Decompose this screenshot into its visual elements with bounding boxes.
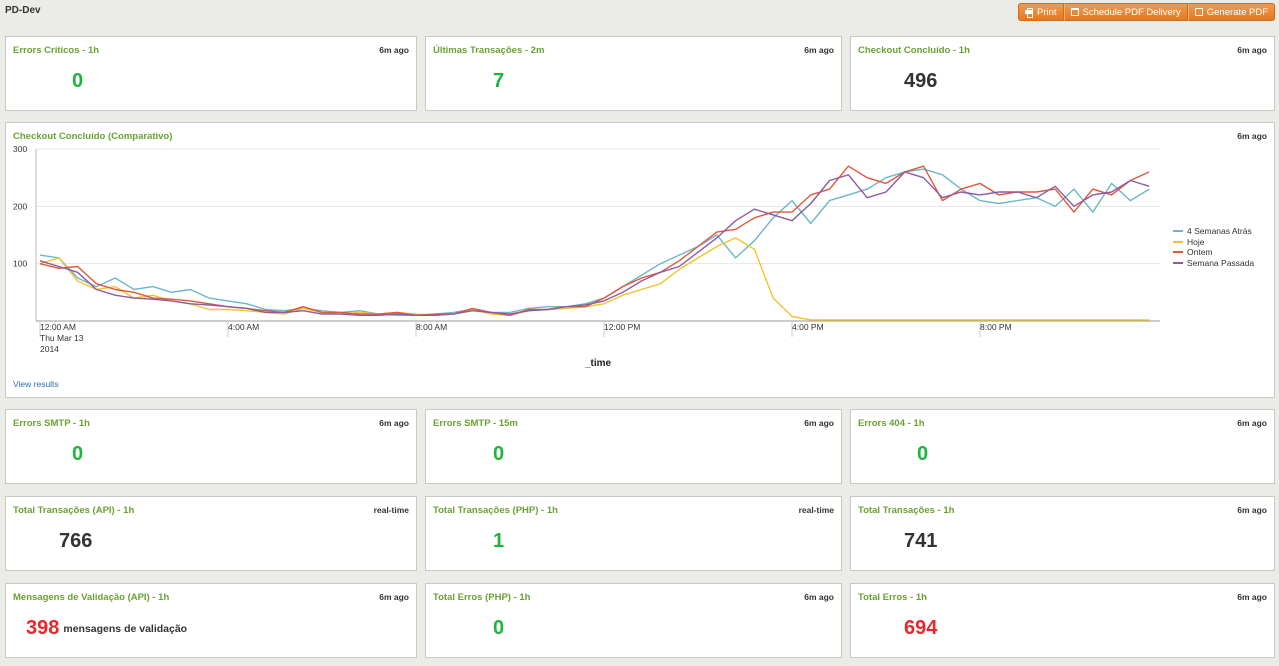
y-tick-label: 200 bbox=[13, 201, 27, 211]
panel-total-erros: Total Erros - 1h 6m ago 694 bbox=[850, 583, 1275, 658]
y-tick-label: 100 bbox=[13, 259, 27, 269]
panel-title[interactable]: Total Transações (PHP) - 1h bbox=[433, 505, 558, 516]
single-value[interactable]: 0 bbox=[493, 443, 505, 465]
chart-legend: 4 Semanas Atrás Hoje Ontem Semana Passada bbox=[1173, 226, 1254, 268]
single-value[interactable]: 0 bbox=[72, 443, 84, 465]
panel-time: 6m ago bbox=[379, 418, 409, 428]
single-value[interactable]: 0 bbox=[72, 70, 84, 92]
panel-total-transacoes: Total Transações - 1h 6m ago 741 bbox=[850, 496, 1275, 571]
panel-title[interactable]: Últimas Transações - 2m bbox=[433, 45, 545, 56]
x-tick-label: Thu Mar 13 bbox=[40, 333, 84, 343]
single-value[interactable]: 766 bbox=[59, 530, 93, 552]
dashboard-actions: Print Schedule PDF Delivery Generate PDF bbox=[1017, 3, 1275, 21]
dashboard-header: PD-Dev Print Schedule PDF Delivery Gener… bbox=[0, 0, 1279, 26]
legend-label: Hoje bbox=[1187, 236, 1205, 247]
legend-swatch bbox=[1173, 251, 1183, 254]
panel-errors-404: Errors 404 - 1h 6m ago 0 bbox=[850, 409, 1275, 484]
panel-total-transacoes-api: Total Transações (API) - 1h real-time 76… bbox=[5, 496, 417, 571]
legend-item[interactable]: Semana Passada bbox=[1173, 258, 1254, 269]
generate-pdf-label: Generate PDF bbox=[1206, 6, 1268, 18]
legend-label: 4 Semanas Atrás bbox=[1187, 226, 1252, 237]
series-line bbox=[39, 168, 1150, 317]
single-value[interactable]: 741 bbox=[904, 530, 938, 552]
panel-time: 6m ago bbox=[804, 45, 834, 55]
chart-title[interactable]: Checkout Concluído (Comparativo) bbox=[13, 131, 173, 142]
series-line bbox=[39, 237, 1150, 321]
single-value[interactable]: 7 bbox=[493, 70, 505, 92]
panel-time: 6m ago bbox=[804, 418, 834, 428]
value-suffix: mensagens de validação bbox=[63, 623, 188, 635]
panel-title[interactable]: Errors Críticos - 1h bbox=[13, 45, 100, 56]
panel-title[interactable]: Total Erros (PHP) - 1h bbox=[433, 592, 531, 603]
panel-time: 6m ago bbox=[1237, 505, 1267, 515]
print-label: Print bbox=[1036, 6, 1057, 18]
panel-title[interactable]: Mensagens de Validação (API) - 1h bbox=[13, 592, 170, 603]
panel-time: 6m ago bbox=[804, 592, 834, 602]
legend-item[interactable]: Ontem bbox=[1173, 247, 1254, 258]
x-tick-label: 2014 bbox=[40, 344, 59, 354]
panel-errors-smtp-15m: Errors SMTP - 15m 6m ago 0 bbox=[425, 409, 842, 484]
x-tick-label: 12:00 AM bbox=[40, 322, 76, 332]
schedule-pdf-label: Schedule PDF Delivery bbox=[1082, 6, 1181, 18]
panel-checkout-concluido: Checkout Concluído - 1h 6m ago 496 bbox=[850, 36, 1275, 111]
legend-label: Ontem bbox=[1187, 247, 1213, 258]
y-tick-label: 300 bbox=[13, 144, 27, 154]
legend-item[interactable]: Hoje bbox=[1173, 237, 1254, 248]
panel-title[interactable]: Total Transações (API) - 1h bbox=[13, 505, 135, 516]
series-line bbox=[39, 165, 1150, 317]
legend-swatch bbox=[1173, 261, 1183, 264]
generate-pdf-button[interactable]: Generate PDF bbox=[1187, 3, 1275, 21]
schedule-pdf-button[interactable]: Schedule PDF Delivery bbox=[1063, 3, 1188, 21]
panel-title[interactable]: Total Transações - 1h bbox=[858, 505, 955, 516]
panel-title[interactable]: Total Erros - 1h bbox=[858, 592, 927, 603]
panel-title[interactable]: Errors SMTP - 15m bbox=[433, 418, 518, 429]
panel-mensagens-validacao: Mensagens de Validação (API) - 1h 6m ago… bbox=[5, 583, 417, 658]
document-icon bbox=[1194, 8, 1203, 16]
x-tick-label: 4:00 AM bbox=[228, 322, 259, 332]
single-value[interactable]: 1 bbox=[493, 530, 505, 552]
panel-ultimas-transacoes: Últimas Transações - 2m 6m ago 7 bbox=[425, 36, 842, 111]
printer-icon bbox=[1024, 8, 1033, 18]
panel-total-erros-php: Total Erros (PHP) - 1h 6m ago 0 bbox=[425, 583, 842, 658]
print-button[interactable]: Print bbox=[1017, 3, 1064, 21]
legend-label: Semana Passada bbox=[1187, 257, 1255, 268]
panel-checkout-comparativo: Checkout Concluído (Comparativo) 6m ago … bbox=[5, 122, 1275, 398]
single-value[interactable]: 0 bbox=[493, 617, 505, 639]
panel-time: 6m ago bbox=[1237, 418, 1267, 428]
single-value[interactable]: 496 bbox=[904, 70, 938, 92]
legend-swatch bbox=[1173, 230, 1183, 233]
panel-total-transacoes-php: Total Transações (PHP) - 1h real-time 1 bbox=[425, 496, 842, 571]
panel-title[interactable]: Checkout Concluído - 1h bbox=[858, 45, 970, 56]
panel-errors-criticos: Errors Críticos - 1h 6m ago 0 bbox=[5, 36, 417, 111]
view-results-link[interactable]: View results bbox=[13, 379, 59, 389]
calendar-icon bbox=[1070, 8, 1079, 16]
panel-time: 6m ago bbox=[1237, 45, 1267, 55]
series-line bbox=[39, 171, 1150, 317]
dashboard-title: PD-Dev bbox=[5, 5, 41, 16]
legend-swatch bbox=[1173, 240, 1183, 243]
panel-time: 6m ago bbox=[379, 45, 409, 55]
single-value-group: 398 mensagens de validação bbox=[26, 617, 187, 640]
single-value[interactable]: 694 bbox=[904, 617, 938, 639]
single-value[interactable]: 0 bbox=[917, 443, 929, 465]
panel-time: 6m ago bbox=[1237, 592, 1267, 602]
x-axis-label: _time bbox=[584, 358, 612, 369]
x-tick-label: 12:00 PM bbox=[604, 322, 640, 332]
legend-item[interactable]: 4 Semanas Atrás bbox=[1173, 226, 1254, 237]
panel-time: real-time bbox=[798, 505, 834, 515]
x-tick-label: 8:00 PM bbox=[980, 322, 1012, 332]
panel-time: 6m ago bbox=[379, 592, 409, 602]
panel-time: real-time bbox=[373, 505, 409, 515]
panel-time: 6m ago bbox=[1237, 131, 1267, 141]
x-tick-label: 8:00 AM bbox=[416, 322, 447, 332]
x-tick-label: 4:00 PM bbox=[792, 322, 824, 332]
panel-errors-smtp-1h: Errors SMTP - 1h 6m ago 0 bbox=[5, 409, 417, 484]
panel-title[interactable]: Errors SMTP - 1h bbox=[13, 418, 90, 429]
single-value[interactable]: 398 bbox=[26, 617, 60, 639]
panel-title[interactable]: Errors 404 - 1h bbox=[858, 418, 925, 429]
